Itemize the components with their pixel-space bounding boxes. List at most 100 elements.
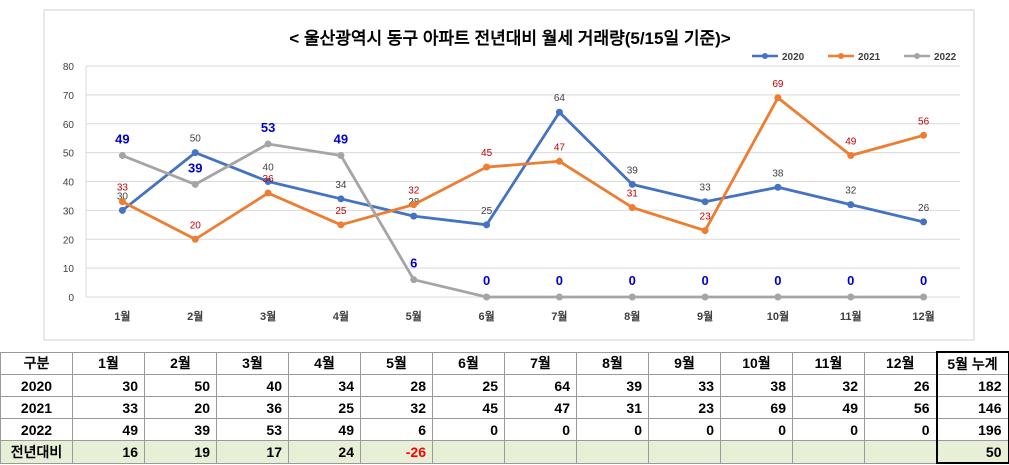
- chart-legend: 2020 2021 2022: [752, 52, 957, 63]
- table-header-cell: 1월: [72, 351, 145, 375]
- series-line: [121, 96, 924, 241]
- legend-label: 2022: [934, 52, 957, 63]
- data-point: [191, 180, 199, 188]
- data-label: 23: [700, 212, 712, 223]
- series-line: [121, 110, 924, 227]
- data-label: 64: [554, 93, 566, 104]
- data-label: 33: [117, 183, 129, 194]
- data-label: 56: [918, 116, 930, 127]
- data-point: [847, 201, 855, 209]
- series-2021: 33 20 36 25 32 45 47 31 23 69 49 56: [117, 79, 930, 243]
- table-cell: 25: [288, 396, 361, 419]
- table-header-cell: 11월: [792, 351, 865, 375]
- table-row-label: 2020: [0, 374, 73, 397]
- table-cell: 0: [792, 418, 865, 441]
- data-label: 69: [772, 79, 784, 90]
- table-cell: 31: [576, 396, 649, 419]
- data-label: 30: [117, 191, 129, 202]
- data-label: 39: [188, 160, 202, 175]
- data-point: [264, 189, 272, 197]
- table-cell: 32: [360, 396, 433, 419]
- table-row: 2020 30 50 40 34 28 25 64 39 33 38 32 26 182: [0, 374, 1009, 397]
- table-cell: 33: [648, 374, 721, 397]
- data-label: 50: [190, 134, 202, 145]
- table-cell: 19: [144, 440, 217, 464]
- data-label: 53: [261, 120, 275, 135]
- x-tick-label: 9월: [697, 309, 713, 323]
- y-tick-label: 50: [63, 149, 75, 160]
- legend-marker: [762, 53, 768, 59]
- table-cell: 0: [576, 418, 649, 441]
- y-tick-label: 70: [63, 91, 75, 102]
- legend-marker: [914, 53, 920, 59]
- table-cell: 26: [864, 374, 937, 397]
- data-label: 31: [627, 188, 639, 199]
- legend-label: 2021: [858, 52, 881, 63]
- table-cell: 20: [144, 396, 217, 419]
- data-point: [774, 94, 782, 102]
- table-cell: 28: [360, 374, 433, 397]
- table-row: 2022 49 39 53 49 6 0 0 0 0 0 0 0 196: [0, 418, 1009, 441]
- table-cell: 196: [935, 418, 1009, 441]
- x-tick-label: 7월: [551, 309, 567, 323]
- data-label: 26: [918, 203, 930, 214]
- data-point: [483, 163, 491, 171]
- table-cell: [504, 440, 577, 464]
- table-cell: 40: [216, 374, 289, 397]
- x-tick-label: 10월: [767, 309, 789, 323]
- data-point: [555, 108, 563, 116]
- table-row: 2021 33 20 36 25 32 45 47 31 23 69 49 56 146: [0, 396, 1009, 419]
- series-line: [121, 142, 924, 299]
- table-cell: [720, 440, 793, 464]
- data-point: [847, 293, 855, 301]
- data-label: 0: [920, 273, 927, 288]
- data-point: [337, 195, 345, 203]
- table-row: 전년대비 16 19 17 24 -26 50: [0, 440, 1009, 464]
- data-point: [337, 152, 345, 160]
- y-tick-label: 80: [63, 62, 75, 73]
- y-tick-label: 40: [63, 178, 75, 189]
- table-cell: 64: [504, 374, 577, 397]
- table-cell: 25: [432, 374, 505, 397]
- x-tick-label: 6월: [478, 309, 494, 323]
- table-cell: 36: [216, 396, 289, 419]
- data-point: [264, 140, 272, 148]
- table-header-cell: 12월: [864, 351, 937, 375]
- data-label: 0: [774, 273, 781, 288]
- y-tick-label: 10: [63, 264, 75, 275]
- table-cell: 56: [864, 396, 937, 419]
- line-chart: < 울산광역시 동구 아파트 전년대비 월세 거래량(5/15일 기준)> 20…: [43, 9, 975, 341]
- table-cell: 146: [935, 396, 1009, 419]
- table-cell: 49: [792, 396, 865, 419]
- table-header-row: 구분 1월 2월 3월 4월 5월 6월 7월 8월 9월 10월 11월 12월 5월 누계: [0, 351, 1009, 375]
- data-label: 0: [483, 273, 490, 288]
- data-point: [410, 276, 418, 284]
- data-label: 0: [629, 273, 636, 288]
- table-cell: 24: [288, 440, 361, 464]
- data-label: 0: [847, 273, 854, 288]
- data-point: [191, 235, 199, 243]
- x-tick-label: 12월: [912, 309, 934, 323]
- data-label: 45: [481, 148, 493, 159]
- legend-marker: [838, 53, 844, 59]
- data-label: 47: [554, 142, 566, 153]
- data-point: [337, 221, 345, 229]
- chart-title: < 울산광역시 동구 아파트 전년대비 월세 거래량(5/15일 기준)>: [289, 29, 730, 48]
- table-header-cell: 6월: [432, 351, 505, 375]
- data-point: [118, 152, 126, 160]
- chart-series: 3050403428256439333832263320362532454731…: [115, 79, 930, 301]
- table-cell: 53: [216, 418, 289, 441]
- data-point: [628, 203, 636, 211]
- table-cell: 49: [72, 418, 145, 441]
- data-label: 32: [845, 186, 857, 197]
- data-point: [483, 221, 491, 229]
- table-row-label: 2021: [0, 396, 73, 419]
- data-table: 구분 1월 2월 3월 4월 5월 6월 7월 8월 9월 10월 11월 12월 5월 누계 2020 3…: [0, 351, 1009, 464]
- table-body: 2020 30 50 40 34 28 25 64 39 33 38 32 26 182 2021 33 20 3…: [0, 374, 1009, 464]
- table-cell: 39: [144, 418, 217, 441]
- chart-area: < 울산광역시 동구 아파트 전년대비 월세 거래량(5/15일 기준)> 20…: [43, 9, 975, 341]
- x-tick-label: 1월: [114, 309, 130, 323]
- table-cell: [648, 440, 721, 464]
- table-cell: 34: [288, 374, 361, 397]
- y-axis: 0 10 20 30 40 50 60 70 80: [63, 62, 75, 304]
